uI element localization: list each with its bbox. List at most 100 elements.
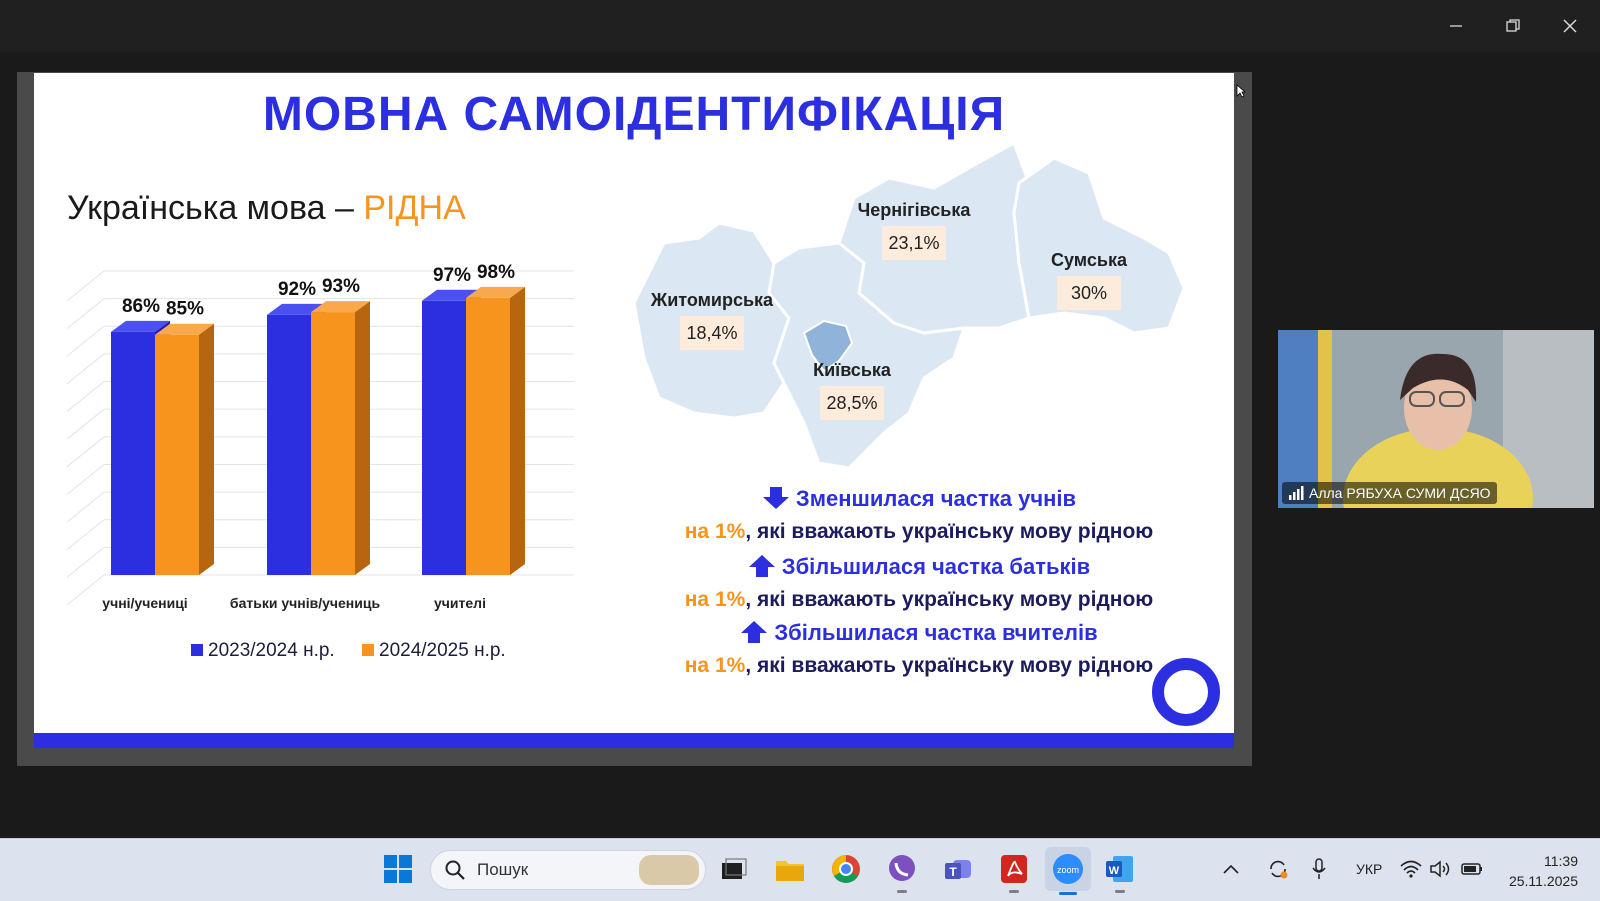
category-label: батьки учнів/учениць	[230, 595, 381, 611]
bar-front	[155, 334, 199, 575]
participant-name: Алла РЯБУХА СУМИ ДСЯО	[1309, 485, 1491, 501]
bar-2024-2025	[466, 286, 525, 575]
region-map: Чернігівська 23,1% Сумська 30% Житомирська 18…	[632, 143, 1186, 470]
note-detail: на 1%, які вважають українську мову рідн…	[634, 654, 1204, 678]
viber-running-indicator	[897, 890, 907, 893]
grid-line-diagonal	[66, 353, 105, 385]
map-region-name: Сумська	[1051, 250, 1128, 270]
slide-bottom-bar	[34, 733, 1234, 748]
zoom-icon[interactable]: zoom	[1045, 847, 1091, 895]
grid-line-diagonal	[66, 436, 105, 468]
taskbar-search[interactable]: Пошук	[430, 850, 706, 890]
note-headline: Зменшилася частка учнів	[634, 486, 1204, 512]
slide-title: МОВНА САМОІДЕНТИФІКАЦІЯ	[262, 88, 1006, 141]
svg-text:W: W	[1109, 865, 1120, 877]
data-label: 92%	[278, 279, 316, 300]
note-headline: Збільшилася частка батьків	[634, 554, 1204, 580]
grid-line-diagonal	[66, 546, 105, 578]
system-clock[interactable]: 11:39 25.11.2025	[1509, 851, 1578, 891]
mouse-cursor-icon	[1236, 84, 1247, 103]
search-highlight-image	[639, 855, 699, 885]
map-region-value: 28,5%	[826, 393, 877, 413]
note-headline-text: Збільшилася частка батьків	[781, 554, 1091, 579]
note-amount: на 1%	[684, 520, 746, 543]
note-amount: на 1%	[684, 654, 746, 677]
map-value-box	[882, 226, 946, 260]
note-headline-text: Збільшилася частка вчителів	[774, 620, 1098, 645]
file-explorer-icon[interactable]	[770, 849, 810, 889]
note-rest: , які вважають українську мову рідною	[745, 654, 1154, 677]
grid-line-diagonal	[66, 408, 105, 440]
battery-icon[interactable]	[1458, 849, 1486, 889]
legend-label: 2023/2024 н.р.	[208, 640, 335, 661]
data-label: 93%	[322, 276, 360, 297]
bar-side	[355, 301, 370, 575]
start-icon[interactable]	[378, 849, 418, 889]
viber-icon[interactable]	[882, 849, 922, 893]
legend-label: 2024/2025 н.р.	[379, 640, 506, 661]
acrobat-icon[interactable]	[994, 849, 1034, 893]
bar-2024-2025	[311, 301, 370, 575]
data-label: 98%	[477, 262, 515, 283]
bar-chart: 86% 85% учні/учениці 92% 93% батьки учнів/уче…	[66, 262, 574, 661]
map-region-sumy	[1012, 156, 1186, 335]
acrobat-running-indicator	[1009, 890, 1019, 893]
search-icon	[445, 860, 465, 880]
arrow-up-icon	[741, 621, 768, 643]
note-headline: Збільшилася частка вчителів	[634, 620, 1204, 646]
bar-top	[466, 286, 525, 298]
data-label: 85%	[166, 299, 204, 320]
clock-time: 11:39	[1544, 853, 1578, 869]
subtitle-highlight: РІДНА	[363, 189, 466, 227]
grid-line-diagonal	[66, 270, 105, 302]
clock-date: 25.11.2025	[1508, 873, 1578, 889]
close-icon[interactable]	[1550, 8, 1590, 44]
note-headline-text: Зменшилася частка учнів	[795, 486, 1077, 511]
grid-line-diagonal	[66, 464, 105, 495]
input-language-indicator[interactable]: УКР	[1356, 861, 1383, 877]
volume-icon[interactable]	[1428, 849, 1454, 889]
category-label: учні/учениці	[102, 595, 187, 611]
grid-line-diagonal	[66, 519, 105, 551]
bar-top	[155, 323, 214, 335]
microphone-icon[interactable]	[1306, 849, 1332, 889]
subtitle-main: Українська мова –	[67, 189, 364, 227]
wifi-icon[interactable]	[1398, 849, 1424, 889]
map-value-box	[1057, 276, 1121, 310]
bar-side	[510, 286, 525, 575]
window-titlebar	[0, 0, 1600, 52]
presentation-slide: МОВНА САМОІДЕНТИФІКАЦІЯ Українська мова …	[34, 73, 1234, 748]
word-icon[interactable]: W	[1100, 849, 1140, 893]
svg-text:zoom: zoom	[1057, 865, 1079, 875]
map-value-box	[680, 316, 744, 350]
map-region-name: Чернігівська	[858, 200, 972, 220]
data-label: 86%	[122, 296, 160, 317]
note-amount: на 1%	[684, 588, 746, 611]
participant-video[interactable]: Алла РЯБУХА СУМИ ДСЯО	[1278, 330, 1594, 508]
restore-icon[interactable]	[1493, 8, 1533, 44]
note-rest: , які вважають українську мову рідною	[745, 520, 1154, 543]
arrow-up-icon	[748, 555, 775, 577]
chrome-icon[interactable]	[826, 849, 866, 889]
windows-taskbar: Пошук T zoom W УКР	[0, 838, 1600, 901]
category-label: учителі	[434, 595, 486, 611]
note-detail: на 1%, які вважають українську мову рідн…	[634, 520, 1204, 544]
minimize-icon[interactable]	[1436, 8, 1476, 44]
sync-icon[interactable]	[1264, 849, 1292, 889]
teams-icon[interactable]: T	[938, 849, 978, 889]
note-rest: , які вважають українську мову рідною	[745, 588, 1154, 611]
map-region-name: Київська	[813, 360, 892, 380]
word-running-indicator	[1115, 890, 1125, 893]
note-detail: на 1%, які вважають українську мову рідн…	[634, 588, 1204, 612]
bar-side	[199, 323, 214, 575]
grid-line-diagonal	[66, 325, 105, 357]
map-region-name: Житомирська	[650, 290, 774, 310]
chevron-up-icon[interactable]	[1218, 849, 1244, 889]
task-view-icon[interactable]	[714, 849, 754, 889]
arrow-down-icon	[762, 487, 789, 509]
bar-2024-2025	[155, 323, 214, 575]
zoom-active-indicator	[1059, 892, 1077, 895]
data-label: 97%	[433, 265, 471, 286]
bar-top	[111, 320, 170, 332]
map-value-box	[820, 386, 884, 420]
